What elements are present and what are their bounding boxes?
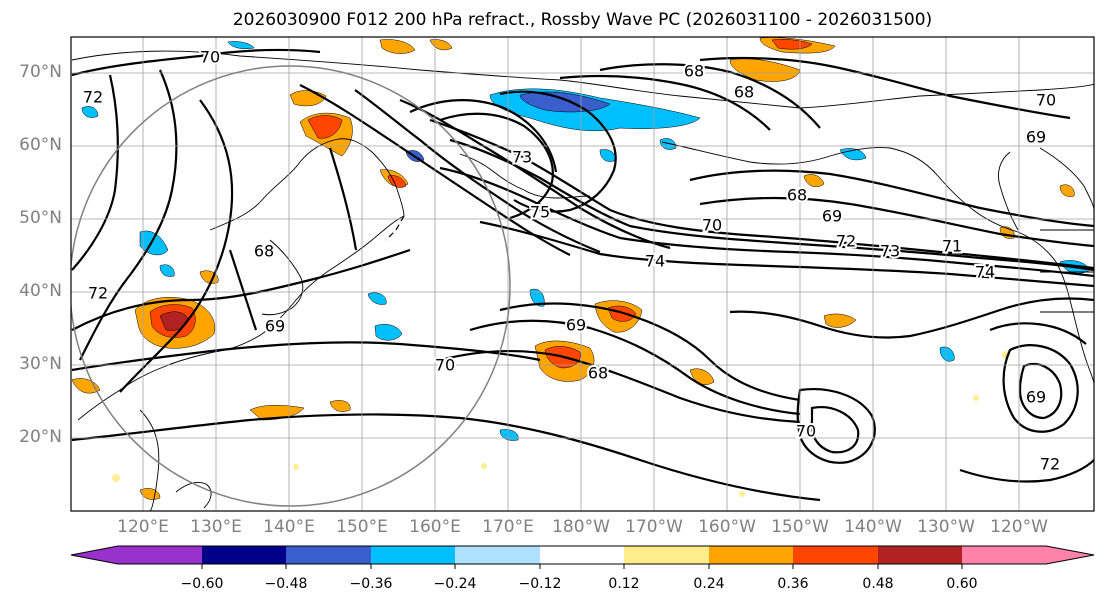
graticule — [71, 37, 1094, 511]
lon-label-160w: 160°W — [698, 517, 756, 537]
map-frame — [70, 36, 1095, 512]
coastlines — [71, 50, 1094, 511]
lat-label-30n: 30°N — [19, 354, 62, 374]
contour-label: 68 — [787, 186, 807, 205]
reference-circle — [71, 65, 511, 507]
lon-label-170e: 170°E — [482, 517, 534, 537]
height-contours — [71, 48, 1094, 502]
contour-label: 68 — [254, 242, 274, 261]
colorbar-tick-label: 0.12 — [608, 576, 640, 592]
contour-label: 69 — [1026, 128, 1046, 147]
lon-label-160e: 160°E — [409, 517, 461, 537]
contour-label: 68 — [734, 83, 754, 102]
colorbar-tick-label: −0.48 — [264, 576, 308, 592]
contour-label: 73 — [512, 148, 532, 167]
dashed-boundary — [385, 215, 405, 241]
map-title: 2026030900 F012 200 hPa refract., Rossby… — [232, 10, 933, 30]
contour-label: 69 — [265, 317, 285, 336]
contour-label: 70 — [1036, 91, 1056, 110]
contour-label: 74 — [975, 263, 995, 282]
contour-label: 70 — [702, 216, 722, 235]
lat-label-60n: 60°N — [19, 135, 62, 155]
contour-label: 73 — [880, 242, 900, 261]
lon-label-140e: 140°E — [263, 517, 315, 537]
contour-label: 70 — [435, 356, 455, 375]
contour-label: 72 — [83, 88, 103, 107]
contour-label-layer: 70 72 68 68 70 69 73 75 68 69 70 72 73 71 74 74 68 72 69 69… — [81, 46, 1062, 476]
contour-label: 69 — [1026, 388, 1046, 407]
colorbar-tick-label: −0.36 — [349, 576, 393, 592]
lat-label-50n: 50°N — [19, 208, 62, 228]
lon-label-120e: 120°E — [117, 517, 169, 537]
lon-label-170w: 170°W — [625, 517, 683, 537]
contour-label: 72 — [88, 284, 108, 303]
lon-label-130w: 130°W — [917, 517, 975, 537]
contour-label: 69 — [822, 207, 842, 226]
contour-label: 71 — [942, 237, 962, 256]
lon-label-140w: 140°W — [844, 517, 902, 537]
contour-label: 68 — [684, 62, 704, 81]
colorbar-tick-label: 0.48 — [862, 576, 894, 592]
contour-label: 75 — [530, 203, 550, 222]
lon-label-150e: 150°E — [336, 517, 388, 537]
colorbar-tick-label: 0.24 — [693, 576, 725, 592]
contour-label: 70 — [200, 48, 220, 67]
contour-label: 74 — [645, 252, 665, 271]
lon-label-120w: 120°W — [990, 517, 1048, 537]
lat-label-20n: 20°N — [19, 427, 62, 447]
contour-label: 70 — [796, 422, 816, 441]
contour-label: 72 — [1040, 455, 1060, 474]
contour-label: 72 — [836, 232, 856, 251]
colorbar-tick-label: 0.60 — [946, 576, 978, 592]
colorbar-tick-label: −0.24 — [433, 576, 477, 592]
colorbar-tick-label: −0.60 — [180, 576, 224, 592]
colorbar-tick-label: −0.12 — [518, 576, 562, 592]
contour-label: 68 — [588, 364, 608, 383]
lon-label-180w: 180°W — [552, 517, 610, 537]
lat-label-40n: 40°N — [19, 281, 62, 301]
lon-label-130e: 130°E — [190, 517, 242, 537]
contour-label: 69 — [566, 316, 586, 335]
lon-label-150w: 150°W — [771, 517, 829, 537]
colorbar-tick-label: 0.36 — [777, 576, 809, 592]
lat-label-70n: 70°N — [19, 62, 62, 82]
